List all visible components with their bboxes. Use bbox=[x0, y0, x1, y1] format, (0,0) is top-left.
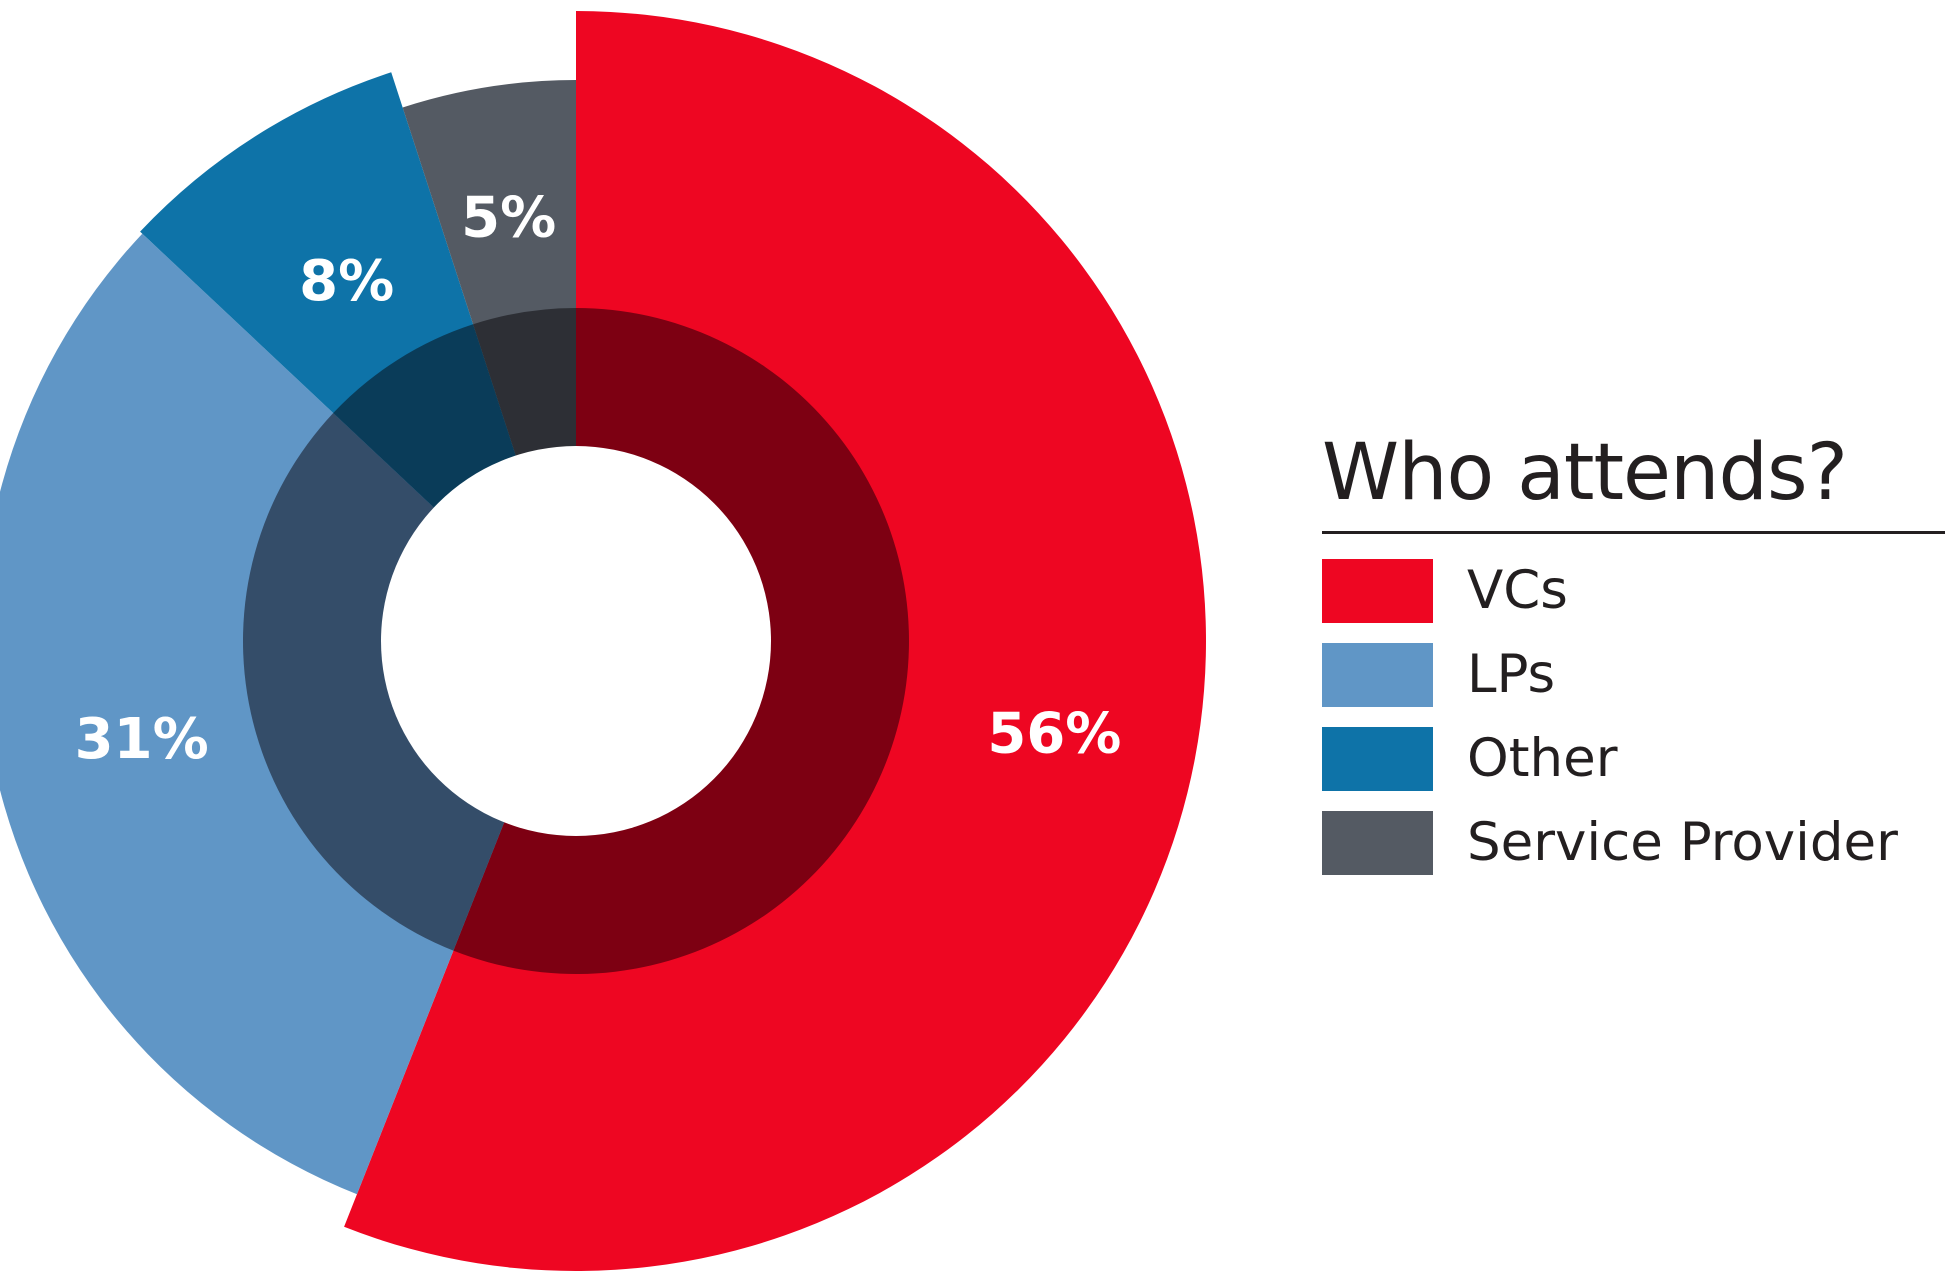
data-label-vcs: 56% bbox=[987, 701, 1121, 766]
legend-divider bbox=[1322, 531, 1945, 534]
legend-item-vcs: VCs bbox=[1322, 559, 1947, 623]
legend-swatch-service-provider bbox=[1322, 811, 1433, 875]
legend-swatch-lps bbox=[1322, 643, 1433, 707]
legend-item-other: Other bbox=[1322, 727, 1947, 791]
legend: Who attends? VCs LPs Other Service Provi… bbox=[1322, 425, 1947, 895]
legend-swatch-other bbox=[1322, 727, 1433, 791]
data-label-other: 8% bbox=[299, 249, 394, 314]
data-label-service-provider: 5% bbox=[461, 186, 556, 251]
data-label-lps: 31% bbox=[75, 707, 209, 772]
legend-swatch-vcs bbox=[1322, 559, 1433, 623]
legend-label-lps: LPs bbox=[1467, 644, 1556, 705]
slice-labels: 56% 31% 8% 5% bbox=[75, 186, 1122, 773]
legend-label-service-provider: Service Provider bbox=[1467, 812, 1898, 873]
center-hole bbox=[381, 446, 771, 836]
legend-label-other: Other bbox=[1467, 728, 1618, 789]
legend-item-lps: LPs bbox=[1322, 643, 1947, 707]
legend-item-service-provider: Service Provider bbox=[1322, 811, 1947, 875]
legend-label-vcs: VCs bbox=[1467, 560, 1568, 621]
chart-title: Who attends? bbox=[1322, 428, 1848, 518]
